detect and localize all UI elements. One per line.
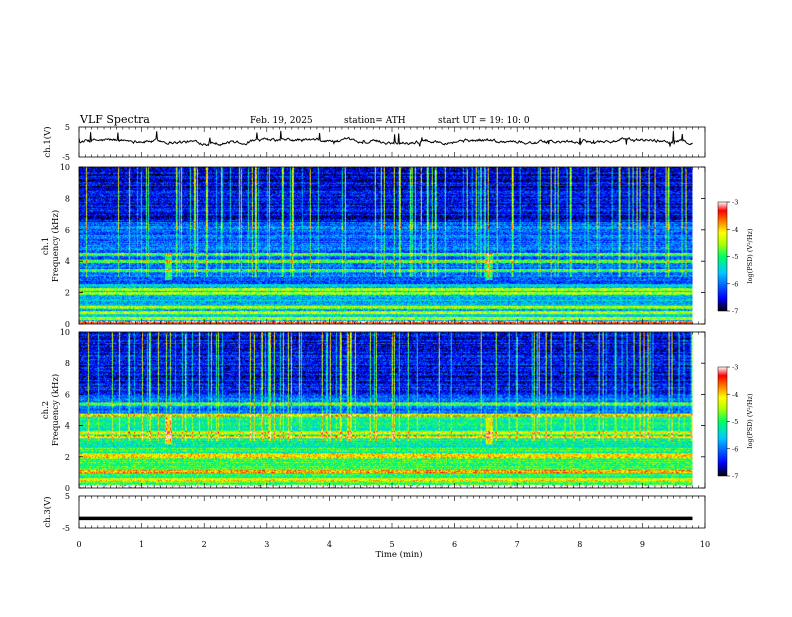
ch2-spec-ytick-label: 2 xyxy=(65,453,70,462)
ch2-spectrogram-image xyxy=(79,332,693,488)
ch3-ylabel: ch.3(V) xyxy=(42,496,53,527)
time-tick-label: 6 xyxy=(452,540,457,549)
time-tick-label: 5 xyxy=(389,540,394,549)
ch2-spec-ytick-label: 8 xyxy=(65,359,70,368)
station-label: station= ATH xyxy=(344,116,406,126)
time-tick-label: 2 xyxy=(202,540,207,549)
ch1-spec-ytick-label: 2 xyxy=(65,289,70,298)
time-tick-label: 8 xyxy=(577,540,582,549)
ch2-spec-ylabel-frequency: Frequency (kHz) xyxy=(50,374,61,446)
time-tick-label: 0 xyxy=(76,540,81,549)
time-tick-label: 10 xyxy=(700,540,710,549)
ch1-ylabel: ch.1(V) xyxy=(42,126,53,157)
ch2-spec-ytick-label: 4 xyxy=(65,422,70,431)
ch1-spec-ytick-label: 6 xyxy=(65,226,70,235)
ch1-spectrogram-panel: 0 2 4 6 8 10 ch.1 Frequency (kHz) -3 -4 -5 -6 -7 … xyxy=(41,163,754,329)
ch1-waveform xyxy=(78,130,693,147)
ch3-ytick-neg5: -5 xyxy=(62,524,70,533)
ch1-spec-ylabel-frequency: Frequency (kHz) xyxy=(50,210,61,282)
ch1-colorbar-ticks: -3 -4 -5 -6 -7 xyxy=(717,199,738,316)
ch2-colorbar-tick-label: -6 xyxy=(732,445,738,453)
ch1-spectrogram-yticks: 0 2 4 6 8 10 xyxy=(60,163,705,329)
ch2-colorbar-tick-label: -7 xyxy=(732,473,738,481)
ch2-spectrogram-yticks: 0 2 4 6 8 10 xyxy=(60,328,705,493)
ch2-spectrogram-panel: 0 2 4 6 8 10 ch.2 Frequency (kHz) -3 -4 -5 -6 -7 … xyxy=(41,328,754,493)
ch1-colorbar-tick-label: -5 xyxy=(732,253,738,261)
ch1-colorbar-label: log(PSD) (V²/Hz) xyxy=(746,228,754,283)
ch1-spec-ytick-label: 10 xyxy=(60,163,70,172)
time-tick-label: 1 xyxy=(139,540,144,549)
ch2-spec-ylabel: ch.2 xyxy=(41,401,51,419)
ch1-colorbar-gradient xyxy=(718,202,727,311)
time-axis-label: Time (min) xyxy=(375,549,422,560)
time-tick-label: 3 xyxy=(264,540,269,549)
figure-title: VLF Spectra xyxy=(79,113,150,126)
ch1-spec-ytick-label: 4 xyxy=(65,257,70,266)
ch1-colorbar-tick-label: -7 xyxy=(732,308,738,316)
ch2-colorbar-label: log(PSD) (V²/Hz) xyxy=(746,393,754,448)
ch1-spec-ytick-label: 0 xyxy=(65,320,70,329)
ch2-spec-ytick-label: 0 xyxy=(65,484,70,493)
ch2-colorbar: -3 -4 -5 -6 -7 log(PSD) (V²/Hz) xyxy=(717,364,754,481)
ch2-colorbar-tick-label: -4 xyxy=(732,391,738,399)
ch1-colorbar: -3 -4 -5 -6 -7 log(PSD) (V²/Hz) xyxy=(717,199,754,316)
ch2-colorbar-tick-label: -3 xyxy=(732,364,738,372)
time-tick-label: 7 xyxy=(515,540,520,549)
ch2-colorbar-gradient xyxy=(718,367,727,476)
ch2-colorbar-ticks: -3 -4 -5 -6 -7 xyxy=(717,364,738,481)
ch1-ytick-neg5: -5 xyxy=(62,153,70,162)
ch2-spec-ytick-label: 6 xyxy=(65,390,70,399)
ch1-spec-ylabel: ch.1 xyxy=(41,237,51,255)
ch1-spectrogram-image xyxy=(79,167,693,324)
time-tick-label: 9 xyxy=(640,540,645,549)
ch2-spec-ytick-label: 10 xyxy=(60,328,70,337)
start-ut-label: start UT = 19: 10: 0 xyxy=(438,116,530,126)
ch1-colorbar-tick-label: -3 xyxy=(732,199,738,207)
time-axis-ticks: 0 1 2 3 4 5 6 7 8 9 10 xyxy=(76,127,710,549)
ch1-spec-ytick-label: 8 xyxy=(65,194,70,203)
ch1-colorbar-tick-label: -4 xyxy=(732,226,738,234)
ch1-ytick-5: 5 xyxy=(65,123,70,132)
ch2-colorbar-tick-label: -5 xyxy=(732,418,738,426)
ch3-ytick-5: 5 xyxy=(65,492,70,501)
ch1-colorbar-tick-label: -6 xyxy=(732,280,738,288)
ch3-panel: 5 -5 ch.3(V) 0 1 2 3 4 5 6 7 8 9 10 Time (min) xyxy=(42,127,710,560)
date-label: Feb. 19, 2025 xyxy=(250,116,313,126)
time-tick-label: 4 xyxy=(327,540,332,549)
